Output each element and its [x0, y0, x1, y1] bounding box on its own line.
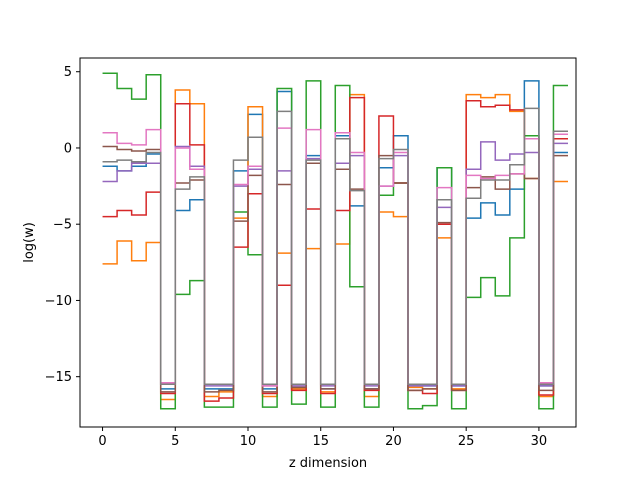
- y-tick-label: −15: [45, 370, 72, 385]
- x-tick-label: 20: [385, 434, 402, 449]
- series-line-3: [102, 72, 568, 410]
- y-tick-label: −5: [53, 218, 72, 233]
- series-layer: [102, 72, 568, 410]
- x-axis-label: z dimension: [289, 456, 367, 471]
- x-tick-label: 10: [240, 434, 257, 449]
- y-tick-label: −10: [45, 294, 72, 309]
- y-tick-label: 0: [64, 141, 72, 156]
- y-tick-label: 5: [64, 65, 72, 80]
- y-axis-label: log(w): [22, 222, 37, 263]
- plot-frame: [79, 57, 577, 428]
- series-line-8: [102, 107, 568, 386]
- y-axis-ticks: 5 0 −5 −10 −15: [45, 65, 80, 385]
- x-tick-label: 25: [458, 434, 475, 449]
- x-axis-ticks: 0 5 10 15 20 25 30: [98, 427, 547, 449]
- x-tick-label: 30: [531, 434, 548, 449]
- x-tick-label: 5: [171, 434, 179, 449]
- x-tick-label: 15: [312, 434, 329, 449]
- x-tick-label: 0: [98, 434, 106, 449]
